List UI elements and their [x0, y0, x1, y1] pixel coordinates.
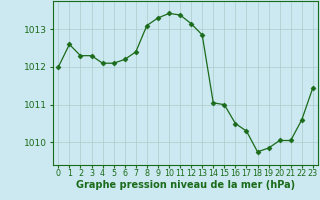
X-axis label: Graphe pression niveau de la mer (hPa): Graphe pression niveau de la mer (hPa) — [76, 180, 295, 190]
